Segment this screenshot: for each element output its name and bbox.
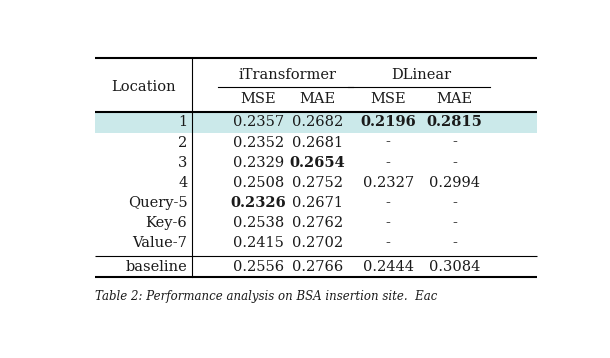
Text: 0.2327: 0.2327 [363,176,414,190]
Text: 1: 1 [178,116,187,130]
Text: Value-7: Value-7 [132,236,187,250]
Text: iTransformer: iTransformer [239,68,337,82]
Text: 0.2702: 0.2702 [292,236,343,250]
Text: 0.3084: 0.3084 [429,260,480,274]
Text: -: - [452,236,457,250]
Text: 0.2415: 0.2415 [233,236,284,250]
Text: 0.2329: 0.2329 [232,156,284,170]
Text: 0.2766: 0.2766 [292,260,343,274]
Text: 0.2352: 0.2352 [232,136,284,150]
Text: 0.2196: 0.2196 [361,116,416,130]
Text: MSE: MSE [240,92,276,106]
Text: DLinear: DLinear [391,68,451,82]
Text: 0.2508: 0.2508 [232,176,284,190]
Text: -: - [386,216,390,230]
Text: 0.2654: 0.2654 [290,156,345,170]
Text: 0.2682: 0.2682 [292,116,343,130]
Text: -: - [386,136,390,150]
Text: 0.2815: 0.2815 [426,116,483,130]
Text: 0.2357: 0.2357 [232,116,284,130]
Text: 0.2444: 0.2444 [363,260,414,274]
Text: Table 2: Performance analysis on BSA insertion site.  Eac: Table 2: Performance analysis on BSA ins… [95,290,437,303]
Text: Location: Location [111,81,176,95]
Text: -: - [452,156,457,170]
Text: -: - [386,196,390,210]
Text: MSE: MSE [370,92,406,106]
Text: 0.2681: 0.2681 [292,136,343,150]
Text: 2: 2 [178,136,187,150]
Text: Query-5: Query-5 [127,196,187,210]
Text: MAE: MAE [436,92,473,106]
Text: 0.2671: 0.2671 [292,196,343,210]
Text: -: - [452,196,457,210]
Text: -: - [386,156,390,170]
Text: 0.2556: 0.2556 [232,260,284,274]
Text: baseline: baseline [126,260,187,274]
Text: 0.2326: 0.2326 [231,196,286,210]
Text: 0.2762: 0.2762 [292,216,343,230]
Text: MAE: MAE [300,92,336,106]
Text: 4: 4 [178,176,187,190]
Bar [95,112,537,132]
Text: -: - [452,216,457,230]
Text: 0.2752: 0.2752 [292,176,343,190]
Text: 0.2538: 0.2538 [232,216,284,230]
Text: -: - [386,236,390,250]
Text: 0.2994: 0.2994 [429,176,480,190]
Text: Key-6: Key-6 [146,216,187,230]
Text: -: - [452,136,457,150]
Text: 3: 3 [178,156,187,170]
